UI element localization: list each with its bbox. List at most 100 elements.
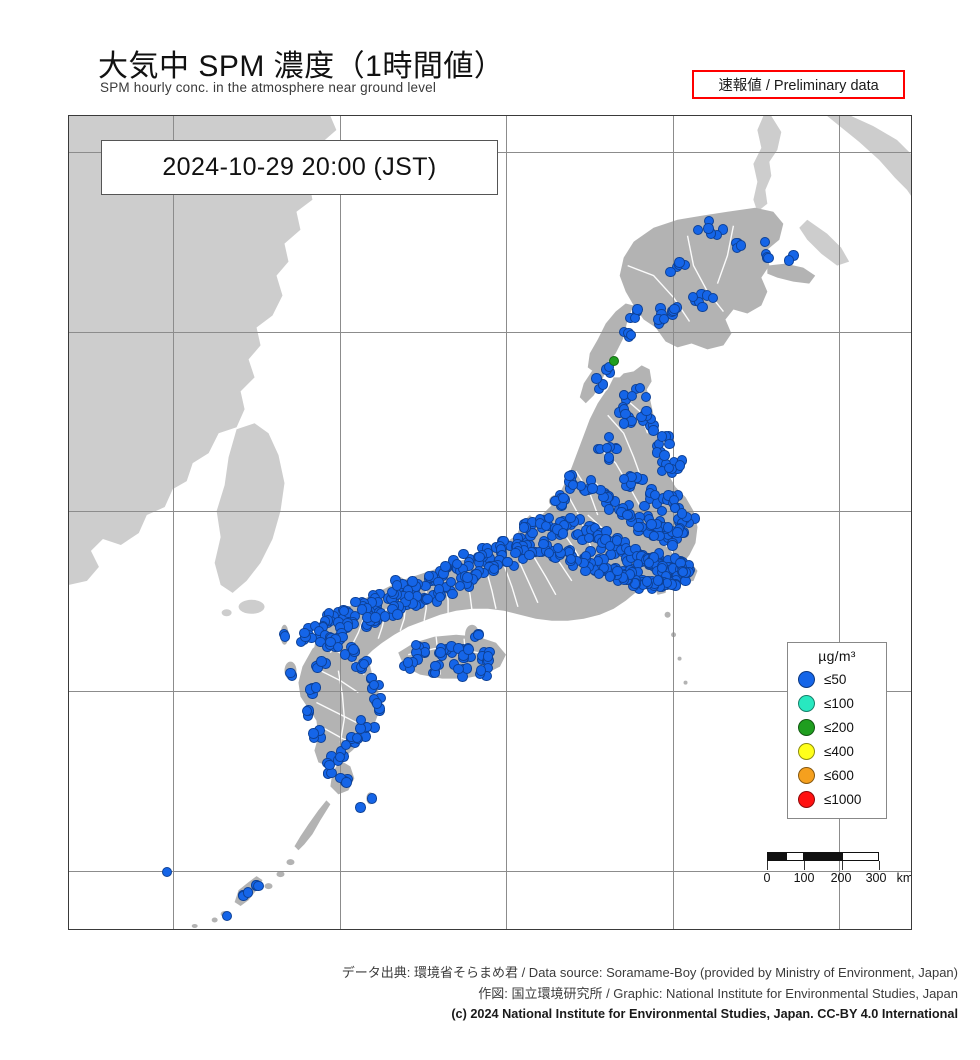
station-marker [634, 382, 645, 394]
station-marker [410, 639, 422, 650]
station-marker [707, 292, 719, 304]
legend-color-dot-0 [798, 670, 815, 688]
page-title: 大気中 SPM 濃度（1時間値） [98, 50, 505, 83]
station-marker [435, 647, 446, 658]
station-marker [391, 580, 402, 591]
x-tick-140 [673, 929, 674, 930]
y-tick-minor [68, 404, 69, 405]
station-marker [368, 680, 380, 691]
station-marker [447, 588, 458, 600]
footer-graphic-credit: 作図: 国立環境研究所 / Graphic: National Institut… [478, 986, 958, 1001]
legend-item-2[interactable]: ≤200 [788, 715, 886, 739]
station-marker [350, 597, 361, 608]
station-marker [334, 751, 346, 763]
y-tick-minor [68, 619, 69, 620]
legend-color-dot-5 [798, 790, 815, 808]
station-marker [674, 257, 685, 268]
graticule-lon-130 [340, 116, 341, 929]
legend-unit-header: µg/m³ [818, 648, 856, 664]
station-marker [458, 548, 469, 560]
legend-item-0[interactable]: ≤50 [788, 667, 886, 691]
legend-label-3: ≤400 [824, 743, 854, 759]
x-tick-130 [340, 929, 341, 930]
station-marker [603, 504, 615, 515]
station-marker [676, 508, 688, 519]
station-marker [299, 627, 310, 639]
station-marker [310, 682, 322, 693]
station-marker [663, 462, 675, 474]
station-marker [463, 644, 474, 655]
station-marker [633, 521, 644, 533]
station-marker [598, 562, 610, 574]
station-marker [603, 452, 615, 463]
station-marker [483, 651, 494, 662]
legend-label-1: ≤100 [824, 695, 854, 711]
y-tick-minor [68, 260, 69, 261]
station-marker [603, 432, 614, 443]
station-marker [640, 391, 652, 402]
station-marker [474, 551, 485, 563]
legend-color-dot-4 [798, 766, 815, 784]
graticule-lon-125 [173, 116, 174, 929]
scale-label-200: 200 [830, 871, 852, 885]
scale-label-unit: km [896, 871, 912, 885]
station-marker [355, 802, 366, 813]
station-marker [565, 553, 577, 564]
legend-item-4[interactable]: ≤600 [788, 763, 886, 787]
x-tick-minor [106, 929, 107, 930]
station-marker [622, 509, 633, 521]
graticule-lat-35 [69, 511, 911, 512]
map-plot-area[interactable]: 2024-10-29 20:00 (JST) µg/m³ ≤50 ≤100 ≤2… [68, 115, 912, 930]
x-tick-minor [906, 929, 907, 930]
station-marker [462, 572, 473, 583]
scale-label-0: 0 [763, 871, 771, 885]
station-marker [677, 566, 689, 578]
station-marker [538, 538, 549, 550]
station-marker [351, 732, 363, 744]
scale-bar-segments [767, 852, 879, 861]
timestamp-label: 2024-10-29 20:00 (JST) [101, 140, 498, 195]
station-marker [658, 314, 670, 325]
station-marker [759, 236, 771, 248]
y-tick-minor [68, 368, 69, 369]
legend-item-5[interactable]: ≤1000 [788, 787, 886, 811]
footer: データ出典: 環境省そらまめ君 / Data source: Soramame-… [0, 962, 958, 1025]
x-tick-minor [706, 929, 707, 930]
y-tick-minor [68, 440, 69, 441]
station-marker [591, 373, 602, 384]
station-marker [669, 502, 680, 514]
legend-item-3[interactable]: ≤400 [788, 739, 886, 763]
y-tick-minor [68, 655, 69, 656]
station-marker [664, 438, 675, 450]
station-marker [552, 542, 564, 553]
station-marker [619, 473, 630, 484]
station-marker [626, 390, 637, 402]
station-marker [357, 604, 368, 615]
station-marker [518, 522, 530, 533]
legend: µg/m³ ≤50 ≤100 ≤200 ≤400 ≤600 [787, 642, 887, 819]
y-tick-minor [68, 727, 69, 728]
scale-label-100: 100 [793, 871, 815, 885]
legend-label-5: ≤1000 [824, 791, 862, 807]
station-marker [672, 527, 683, 538]
station-marker [488, 563, 500, 574]
station-marker [646, 519, 657, 530]
station-marker [452, 558, 463, 570]
station-marker [669, 303, 680, 315]
station-marker [453, 663, 464, 675]
station-marker [403, 590, 414, 601]
station-marker [161, 866, 173, 878]
station-marker [316, 656, 327, 667]
station-marker [619, 418, 630, 429]
station-marker [366, 793, 378, 804]
x-tick-minor [139, 929, 140, 930]
x-tick-145 [839, 929, 840, 930]
x-tick-minor [873, 929, 874, 930]
station-marker [285, 667, 296, 679]
legend-label-0: ≤50 [824, 671, 847, 687]
y-tick-minor [68, 799, 69, 800]
station-marker [687, 291, 698, 303]
x-tick-minor [373, 929, 374, 930]
station-marker [440, 561, 451, 572]
legend-item-1[interactable]: ≤100 [788, 691, 886, 715]
